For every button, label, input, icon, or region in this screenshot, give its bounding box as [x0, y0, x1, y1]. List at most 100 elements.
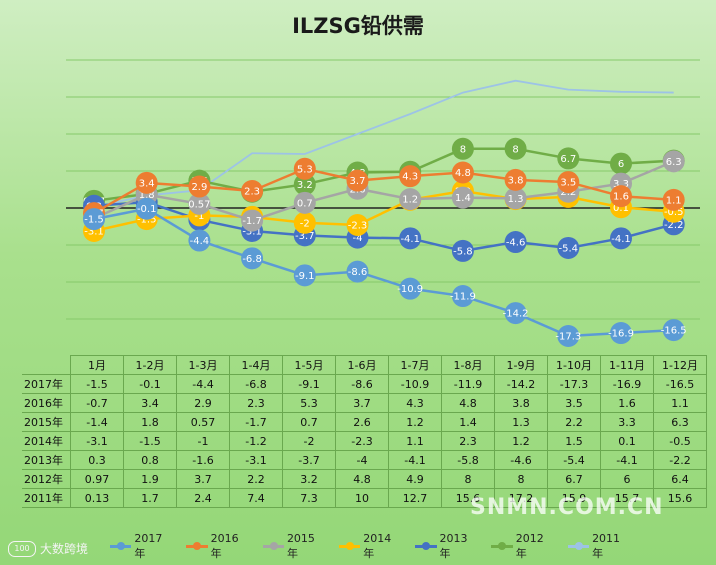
table-cell: 6.4	[653, 469, 707, 489]
table-cell: -16.9	[600, 374, 654, 394]
table-cell: 8	[494, 469, 548, 489]
table-cell: -1.7	[229, 412, 283, 432]
data-point-marker	[557, 171, 580, 194]
legend-swatch-icon	[567, 541, 590, 550]
table-cell: 2.3	[229, 393, 283, 413]
table-cell: -0.5	[653, 431, 707, 451]
table-row-label: 2012年	[22, 469, 71, 489]
data-label: -4	[353, 233, 363, 244]
table-cell: -1.5	[123, 431, 177, 451]
data-point: -9.1	[293, 264, 316, 287]
data-label: -2	[300, 218, 310, 229]
table-cell: -4.1	[388, 450, 442, 470]
table-cell: 4.9	[388, 469, 442, 489]
data-point-marker	[293, 264, 316, 287]
legend-item: 2015年	[262, 531, 325, 561]
data-label: -1.7	[242, 216, 262, 227]
data-point-marker	[399, 227, 422, 250]
table-row-label: 2011年	[22, 488, 71, 508]
data-point: -5.4	[557, 236, 580, 259]
table-cell: 3.8	[494, 393, 548, 413]
data-label: -0.5	[664, 207, 684, 218]
legend-swatch-icon	[338, 541, 361, 550]
data-label: 0.1	[613, 203, 629, 214]
data-point-marker	[188, 229, 211, 252]
table-cell: 1.3	[494, 412, 548, 432]
table-row: 2013年 0.3 0.8 -1.6 -3.1 -3.7 -4 -4.1 -5.8 -4.6 -5.…	[22, 450, 707, 470]
table-cell: 0.7	[282, 412, 336, 432]
table-row: 2015年 -1.4 1.8 0.57 -1.7 0.7 2.6 1.2 1.4 1.3 2.2 3.…	[22, 412, 707, 432]
data-point: -2.3	[346, 214, 369, 237]
data-label: 8	[512, 144, 518, 155]
data-label: -5.4	[559, 243, 579, 254]
data-point-marker	[399, 277, 422, 300]
data-point-marker	[293, 211, 316, 234]
table-cell: -17.3	[547, 374, 601, 394]
data-label: 8	[460, 144, 466, 155]
data-point: 2.3	[241, 179, 264, 202]
table-cell: 10	[335, 488, 389, 508]
data-label: 4.8	[455, 168, 471, 179]
data-label: 3.3	[613, 179, 629, 190]
table-column-header: 1-5月	[282, 355, 336, 375]
data-point: 8	[451, 137, 474, 160]
table-cell: 2.4	[176, 488, 230, 508]
table-cell: 1.1	[388, 431, 442, 451]
legend-label: 2016年	[210, 531, 239, 560]
series-line-2014年	[93, 189, 674, 233]
data-point: 0.57	[188, 192, 211, 215]
table-cell: 0.1	[600, 431, 654, 451]
table-cell: 2.3	[441, 431, 495, 451]
watermark: SNMN.COM.CN	[470, 495, 664, 520]
table-cell: -4	[335, 450, 389, 470]
data-label: -16.9	[608, 329, 634, 340]
data-point-marker	[399, 165, 422, 188]
table-cell: -10.9	[388, 374, 442, 394]
data-label: 2.3	[244, 186, 260, 197]
data-point: 3.7	[346, 169, 369, 192]
data-point: 1.6	[610, 185, 632, 208]
table-cell: 6.3	[653, 412, 707, 432]
data-point: 5.3	[293, 157, 316, 180]
table-column-header: 1-4月	[229, 355, 283, 375]
data-point: -11.9	[450, 285, 476, 308]
table-row: 2016年 -0.7 3.4 2.9 2.3 5.3 3.7 4.3 4.8 3.8 3.5 1.6 1…	[22, 393, 707, 413]
data-point: 0.7	[293, 191, 316, 214]
series-line-2017年	[93, 207, 674, 338]
data-point: 4.3	[399, 165, 422, 188]
legend-label: 2014年	[363, 531, 392, 560]
legend-item: 2014年	[338, 531, 401, 561]
table-cell: -9.1	[282, 374, 336, 394]
legend-label: 2011年	[592, 531, 621, 560]
legend-swatch-icon	[186, 541, 208, 550]
data-point: 6.7	[557, 147, 580, 170]
table-cell: 1.2	[494, 431, 548, 451]
legend-item: 2011年	[567, 531, 630, 561]
data-label: -17.3	[555, 332, 581, 343]
legend-item: 2013年	[415, 532, 477, 561]
data-label: 6	[618, 159, 624, 170]
table-cell: -1.2	[229, 431, 283, 451]
legend-swatch-icon	[262, 541, 284, 550]
table-cell: -1.6	[176, 450, 230, 470]
data-label: -11.9	[450, 292, 476, 303]
table-column-header: 1-6月	[335, 355, 389, 375]
table-cell: 12.7	[388, 488, 442, 508]
legend-label: 2015年	[286, 531, 315, 560]
table-cell: -3.1	[70, 431, 124, 451]
data-point: 3.5	[557, 171, 580, 194]
table-cell: 6	[600, 469, 654, 489]
legend-item: 2012年	[491, 532, 553, 561]
table-cell: 0.13	[70, 488, 124, 508]
table-cell: -3.1	[229, 450, 283, 470]
table-row-label: 2014年	[22, 431, 71, 451]
table-cell: 17.2	[494, 488, 548, 508]
data-label: 1.3	[508, 194, 524, 205]
data-label: -9.1	[295, 271, 315, 282]
table-cell: -2.2	[653, 450, 707, 470]
data-label: -2.2	[664, 220, 684, 231]
data-label: -0.1	[137, 204, 157, 215]
data-point-marker	[662, 188, 685, 211]
table-row-label: 2016年	[22, 393, 71, 413]
